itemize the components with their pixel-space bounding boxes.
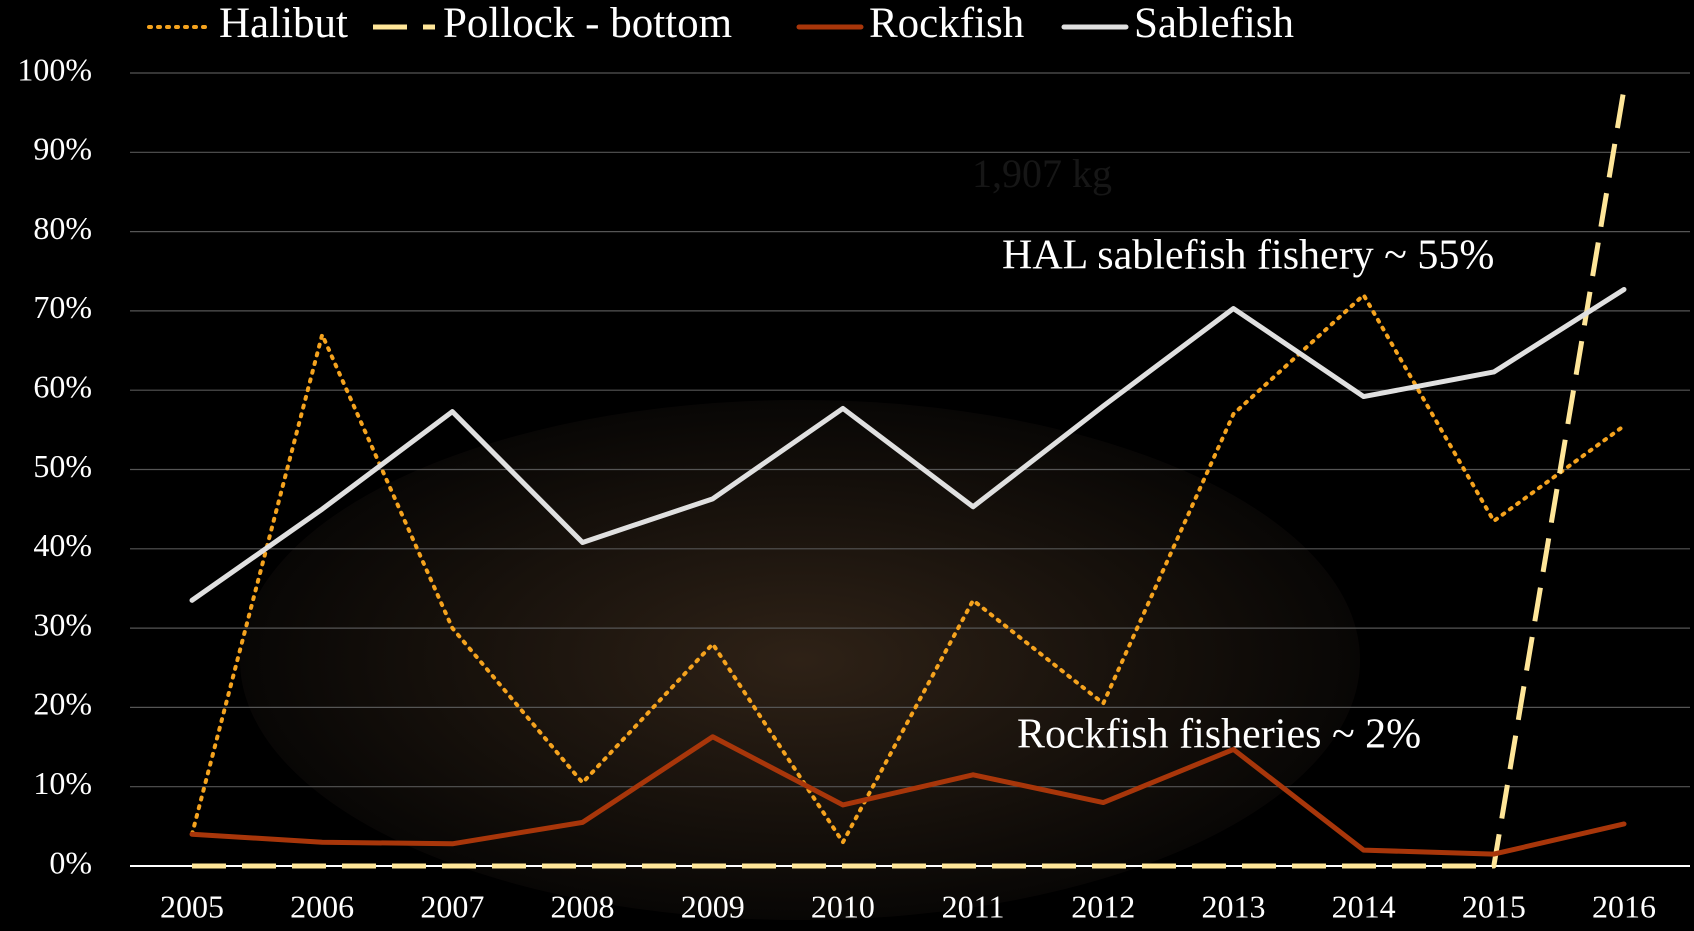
x-tick-label: 2016 — [1592, 888, 1656, 924]
series-line — [192, 88, 1627, 869]
annotation: HAL sablefish fishery ~ 55% — [1002, 233, 1494, 279]
y-tick-label: 60% — [33, 369, 92, 405]
x-tick-label: 2010 — [811, 888, 875, 924]
annotation: 1,907 kg — [972, 151, 1112, 196]
y-tick-label: 80% — [33, 210, 92, 246]
x-tick-label: 2005 — [160, 888, 224, 924]
x-tick-label: 2015 — [1462, 888, 1526, 924]
y-tick-label: 40% — [33, 527, 92, 563]
series-line — [190, 293, 1626, 845]
x-tick-label: 2008 — [551, 888, 615, 924]
x-tick-label: 2011 — [942, 888, 1005, 924]
legend-label: Rockfish — [869, 0, 1024, 47]
legend-label: Sablefish — [1134, 0, 1294, 47]
x-tick-label: 2014 — [1332, 888, 1396, 924]
y-tick-label: 70% — [33, 289, 92, 325]
x-tick-label: 2009 — [681, 888, 745, 924]
x-tick-label: 2007 — [420, 888, 484, 924]
legend-label: Pollock - bottom — [443, 0, 732, 47]
legend-label: Halibut — [219, 0, 348, 47]
y-tick-label: 50% — [33, 448, 92, 484]
y-tick-label: 20% — [33, 686, 92, 722]
y-tick-label: 100% — [17, 51, 92, 87]
background-image — [240, 400, 1360, 920]
y-tick-label: 30% — [33, 606, 92, 642]
x-tick-label: 2006 — [290, 888, 354, 924]
y-tick-label: 90% — [33, 131, 92, 167]
y-tick-label: 0% — [49, 844, 92, 880]
series-line — [189, 286, 1627, 603]
series-line — [189, 734, 1627, 857]
annotation: Rockfish fisheries ~ 2% — [1017, 712, 1421, 758]
y-tick-label: 10% — [33, 765, 92, 801]
x-tick-label: 2012 — [1071, 888, 1135, 924]
x-tick-label: 2013 — [1201, 888, 1265, 924]
